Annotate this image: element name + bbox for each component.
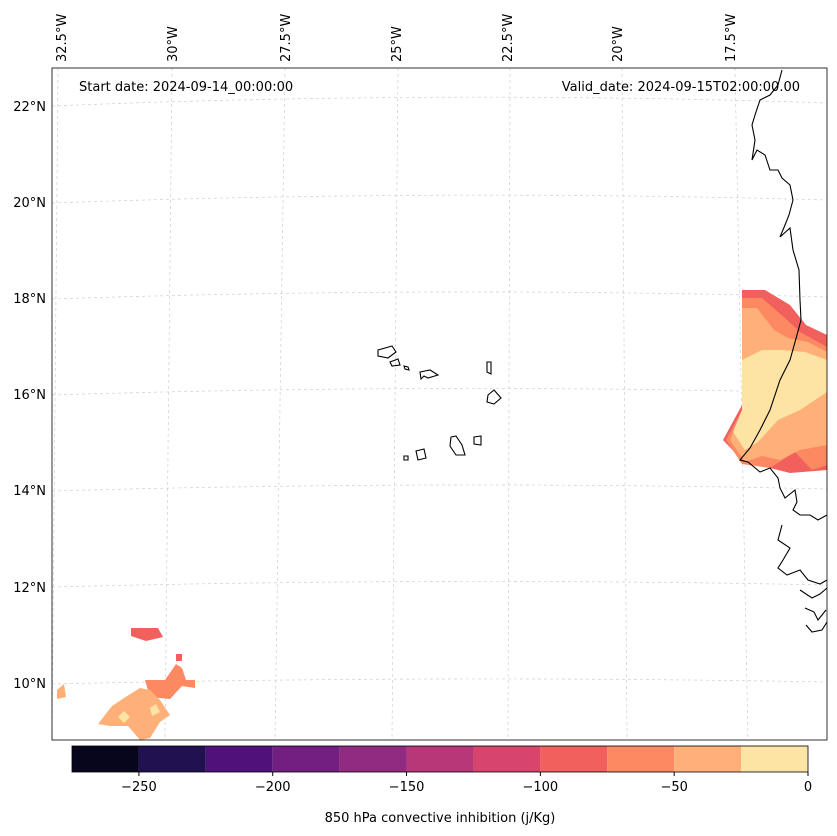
colorbar-tick-label: −200 (255, 780, 291, 795)
colorbar-segments (72, 746, 808, 772)
colorbar-segment (72, 746, 139, 772)
africa-coastline (739, 69, 828, 633)
valid-date-text: Valid_date: 2024-09-15T02:00:00.00 (562, 80, 800, 95)
lon-label-22.5w: 22.5°W (501, 14, 516, 62)
lon-label-27.5w: 27.5°W (279, 14, 294, 62)
colorbar-segment (138, 746, 206, 772)
colorbar-ticks: −250 −200 −150 −100 −50 0 (121, 772, 812, 795)
longitude-labels: 32.5°W 30°W 27.5°W 25°W 22.5°W 20°W 17.5… (55, 14, 739, 62)
gridline-lon-22.5 (507, 67, 511, 741)
island-maio (473, 435, 482, 446)
contour-fill-sw-e (118, 711, 130, 723)
colorbar-segment (205, 746, 273, 772)
latitude-labels: 22°N 20°N 18°N 16°N 14°N 12°N 10°N (13, 100, 46, 692)
colorbar-segment (741, 746, 808, 772)
gridline-lat-20 (51, 194, 828, 204)
contour-fill-sw-b (176, 654, 182, 661)
colorbar-tick-label: 0 (804, 780, 812, 795)
colorbar-segment (339, 746, 407, 772)
lat-label-22n: 22°N (13, 100, 46, 115)
lon-label-25w: 25°W (390, 26, 405, 62)
gridline-lon-27.5 (274, 67, 286, 741)
colorbar: −250 −200 −150 −100 −50 0 850 hPa convective … (71, 745, 812, 826)
gridline-lon-17.5 (734, 67, 749, 741)
lat-label-10n: 10°N (13, 677, 46, 692)
island-boa-vista (486, 389, 502, 405)
gridline-lat-18 (51, 291, 828, 300)
lon-label-17.5w: 17.5°W (724, 14, 739, 62)
gridline-lat-14 (51, 484, 828, 492)
lat-label-16n: 16°N (13, 388, 46, 403)
lon-label-30w: 30°W (166, 26, 181, 62)
gridline-lon-30 (164, 67, 173, 741)
colorbar-segment (607, 746, 675, 772)
colorbar-label: 850 hPa convective inhibition (j/Kg) (325, 811, 556, 826)
contour-fill-sw-a (131, 628, 163, 641)
colorbar-segment (674, 746, 742, 772)
gridline-lon-20 (621, 67, 628, 741)
island-santiago (449, 435, 466, 456)
gridline-lat-12 (51, 581, 828, 588)
colorbar-tick-label: −100 (523, 780, 559, 795)
contour-fill-sw-c (145, 664, 195, 699)
graticule (51, 67, 828, 741)
lat-label-14n: 14°N (13, 484, 46, 499)
colorbar-segment (272, 746, 340, 772)
island-santo-antao (377, 345, 397, 359)
island-sao-nicolau (419, 369, 440, 381)
map-frame (51, 67, 828, 741)
cape-verde-islands (377, 345, 502, 461)
gridline-lat-16 (51, 388, 828, 396)
lon-label-20w: 20°W (611, 26, 626, 62)
lat-label-18n: 18°N (13, 292, 46, 307)
island-sao-vicente (389, 358, 401, 367)
start-date-text: Start date: 2024-09-14_00:00:00 (79, 80, 293, 95)
contour-fill-sw-f (150, 704, 160, 716)
lat-label-12n: 12°N (13, 581, 46, 596)
colorbar-tick-label: −50 (660, 780, 687, 795)
colorbar-segment (406, 746, 474, 772)
contour-fill-sw-g (57, 684, 66, 699)
lon-label-32.5w: 32.5°W (55, 14, 70, 62)
gridline-lon-32.5 (51, 67, 59, 741)
colorbar-segment (473, 746, 541, 772)
cin-fill-coast (723, 290, 827, 473)
contour-fill-sw-d (98, 688, 170, 740)
island-sal (486, 361, 492, 375)
colorbar-segment (540, 746, 608, 772)
colorbar-tick-label: −150 (389, 780, 425, 795)
island-brava (403, 455, 409, 461)
colorbar-frame (71, 745, 809, 773)
lat-label-20n: 20°N (13, 196, 46, 211)
cin-fill-southwest (57, 628, 195, 740)
colorbar-tick-label: −250 (121, 780, 157, 795)
island-santa-luzia (403, 365, 410, 371)
gridline-lon-25 (391, 67, 399, 741)
gridline-lat-22 (51, 96, 828, 107)
contour-fill-minus25 (733, 350, 827, 450)
island-fogo (415, 448, 427, 461)
